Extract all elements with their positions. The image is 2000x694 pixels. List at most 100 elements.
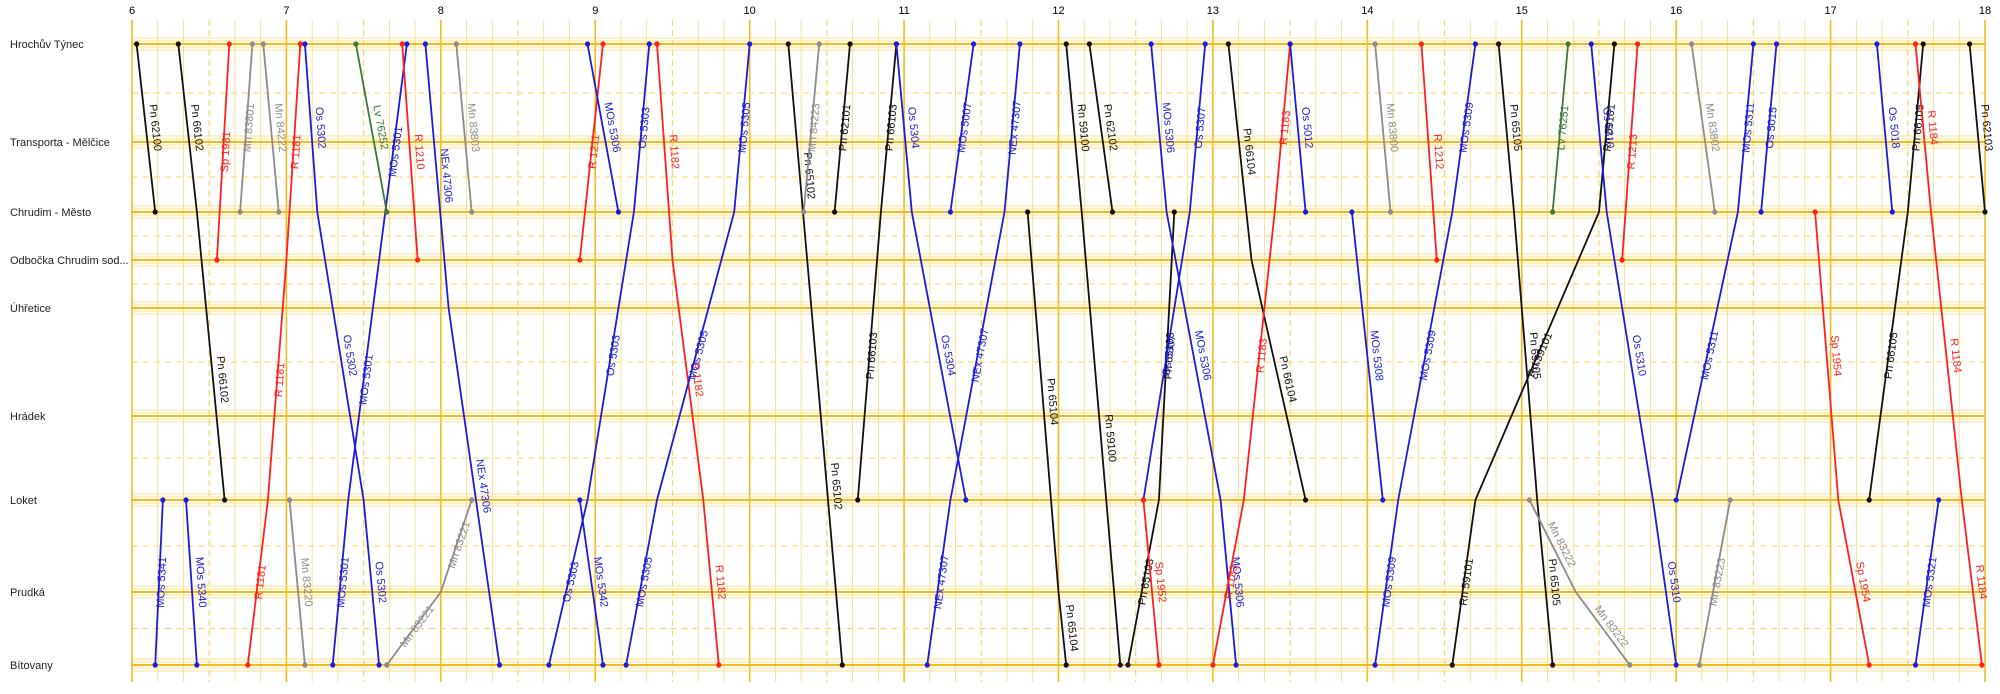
train-line [625,43,751,666]
train-line [1760,43,1778,213]
train-label: Rn 59100 [1102,414,1118,463]
train-path: R 1212 [1418,41,1445,263]
train-path: R 1211 [577,41,606,263]
train-line [1698,499,1732,666]
train-endpoint [160,497,166,503]
train-line [1497,43,1554,666]
train-label: Pn 66104 [1240,128,1257,176]
train-line [586,43,620,213]
train-path: Os 5018 [1874,41,1902,215]
train-endpoint [1449,662,1455,668]
train-label: Pn 66102 [188,104,205,152]
train-endpoint [175,41,181,47]
hour-label: 16 [1670,5,1682,17]
train-label: Pn 65102 [801,152,817,200]
train-endpoint [893,41,899,47]
train-label: Os 5018 [1886,106,1902,149]
train-label: Rn 59101 [1602,103,1618,152]
train-endpoint [496,662,503,668]
train-line [262,43,280,213]
hour-label: 11 [898,5,909,17]
train-endpoint [1689,41,1695,47]
train-path: Pn 65104 Pn 65104 [1025,209,1080,668]
train-endpoint [546,662,552,668]
train-line [185,499,198,666]
train-label: Os 5302 [372,561,388,604]
train-line [1914,499,1940,666]
train-label: R 1182 [666,134,680,169]
train-line [304,43,380,666]
train-label: Os 5310 [1665,561,1683,604]
train-endpoint [1233,662,1239,668]
train-endpoint [623,662,629,668]
train-label: Sp 1952 [1152,561,1168,603]
station-label: Transporta - Mělčice [10,137,110,149]
train-endpoint [1550,662,1556,668]
train-endpoint [1117,662,1123,668]
train-label: MOs 5311 [1740,102,1757,153]
train-line [1127,211,1176,666]
train-endpoint [1712,209,1718,215]
train-endpoint [1588,41,1594,47]
train-endpoint [855,497,861,503]
train-label: Mn 84222 [272,103,288,153]
train-line [386,499,473,666]
train-endpoint [384,209,390,215]
train-endpoint [1125,662,1131,668]
train-line [1420,43,1438,261]
train-label: MOs 5306 [1229,556,1246,608]
train-label: R 1213 [1626,134,1641,170]
train-endpoint [404,41,410,47]
train-line [1351,211,1384,501]
train-endpoint [237,209,243,215]
train-path: Sp 1952 [1140,497,1168,668]
train-path: R 1182 R 1182 R 1182 [654,41,728,668]
train-endpoint [1979,662,1985,668]
train-label: Lv 76251 [1555,105,1571,151]
train-line [1590,43,1678,666]
train-endpoint [1866,497,1872,503]
train-line [1289,43,1307,213]
train-line [1374,43,1477,666]
station-label: Prudká [10,587,46,599]
train-label: Pn 65105 [1546,558,1562,606]
train-endpoint [1017,41,1023,47]
train-endpoint [1434,257,1440,263]
train-endpoint [1696,662,1702,668]
train-line [1814,211,1871,666]
hour-label: 14 [1361,5,1373,17]
train-path: Pn 65105 Pn 65105 Pn 65105 [1495,41,1562,668]
train-endpoint [1225,41,1231,47]
train-endpoint [1495,41,1502,47]
train-endpoint [1773,41,1780,47]
train-endpoint [1387,209,1394,215]
train-path: Rn 59100 Rn 59100 [1063,41,1123,668]
train-line [548,43,651,666]
train-endpoint [600,41,606,47]
train-path: R 1210 [399,41,427,263]
train-endpoint [577,257,583,263]
train-endpoint [1526,497,1533,503]
hour-label: 13 [1207,5,1219,17]
train-label: Os 5310 [1600,106,1616,149]
train-line [787,43,844,666]
train-path: Mn 84222 [260,41,288,215]
train-endpoint [1936,497,1942,503]
train-endpoint [1156,662,1162,668]
train-label: R 1184 [1925,110,1940,146]
train-endpoint [194,662,200,668]
train-label: R 1184 [1973,564,1989,600]
train-endpoint [847,41,853,47]
train-endpoint [1673,497,1679,503]
train-endpoint [947,209,954,215]
train-endpoint [1565,41,1571,47]
train-label: Pn 66103 [883,104,899,152]
train-label: R 1210 [412,134,427,170]
train-path: Mn 84223 [801,41,823,215]
train-label: R 1181 [289,134,303,169]
train-endpoint [1812,209,1818,215]
train-label: Sp 1954 [1828,335,1843,377]
train-endpoint [286,497,293,503]
